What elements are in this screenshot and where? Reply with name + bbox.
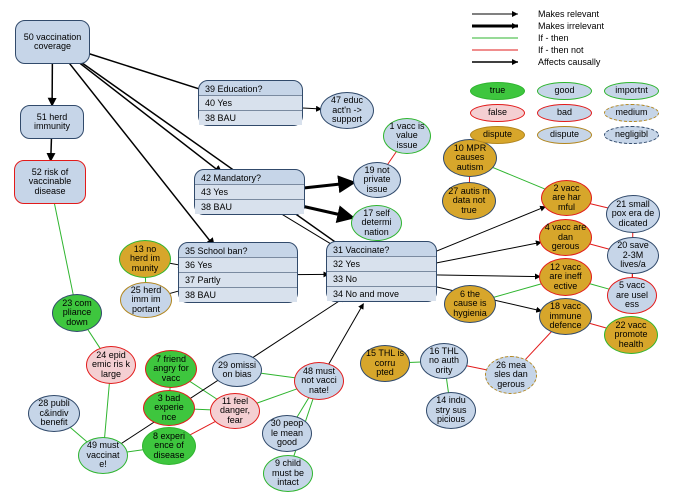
legend-line-label: Makes irrelevant	[538, 21, 604, 31]
edge	[432, 275, 540, 277]
edge	[51, 138, 52, 161]
node-n6: 6 the cause is hygienia	[444, 285, 496, 323]
node-n5: 5 vacc are usel ess	[607, 277, 657, 314]
edge	[70, 427, 88, 442]
group-row: 32 Yes	[327, 256, 436, 271]
node-n2: 2 vacc are har mful	[541, 180, 592, 216]
node-n11: 11 feel danger, fear	[210, 393, 260, 429]
node-n20: 20 save 2-3M lives/a	[607, 237, 659, 274]
edge	[189, 381, 217, 399]
edge	[126, 450, 144, 453]
node-n47: 47 educ act'n -> support	[320, 92, 374, 129]
node-n3: 3 bad experie nce	[143, 390, 195, 426]
group-title: 31 Vaccinate?	[327, 242, 436, 256]
group-g31: 31 Vaccinate?32 Yes33 No34 No and move	[326, 241, 437, 302]
node-n51: 51 herd immunity	[20, 105, 84, 139]
node-n27: 27 autis m data not true	[442, 182, 496, 220]
node-n7: 7 friend angry for vacc	[145, 350, 197, 388]
node-n21: 21 small pox era de dicated	[606, 195, 660, 233]
node-n1: 1 vacc is value issue	[383, 118, 431, 154]
edge	[589, 284, 610, 290]
edge	[329, 304, 364, 365]
edge	[493, 284, 542, 298]
legend-swatch: medium	[604, 104, 659, 122]
node-n19: 19 not private issue	[353, 162, 401, 198]
legend-swatch: importnt	[604, 82, 659, 100]
node-n23: 23 com pliance down	[52, 294, 102, 332]
group-row: 36 Yes	[179, 257, 297, 272]
legend-swatch: bad	[537, 104, 592, 122]
node-n4: 4 vacc are dan gerous	[539, 219, 592, 256]
node-n30: 30 peop le mean good	[262, 415, 312, 452]
group-row: 43 Yes	[195, 184, 304, 199]
group-row: 40 Yes	[199, 95, 302, 110]
legend-swatch: dispute	[470, 126, 525, 144]
edge	[589, 204, 608, 209]
edge	[297, 397, 309, 417]
legend-line-label: If - then	[538, 33, 569, 43]
legend-line-label: Affects causally	[538, 57, 600, 67]
node-n8: 8 experi ence of disease	[142, 427, 196, 465]
node-n22: 22 vacc promote health	[604, 316, 658, 354]
node-n26: 26 mea sles dan gerous	[485, 356, 537, 394]
edge	[299, 182, 355, 188]
node-n15: 15 THL is corru pted	[360, 345, 410, 382]
node-n28: 28 publi c&indiv benefit	[28, 395, 80, 432]
edge	[68, 61, 215, 246]
group-row: 33 No	[327, 271, 436, 286]
edge	[194, 409, 212, 410]
node-n18: 18 vacc immune defence	[539, 298, 592, 335]
group-row: 34 No and move	[327, 286, 436, 301]
legend-swatch: negligibl	[604, 126, 659, 144]
legend-swatch: dispute	[537, 126, 592, 144]
node-n24: 24 epid emic ris k large	[86, 346, 136, 384]
node-n52: 52 risk of vaccinable disease	[14, 160, 86, 204]
group-row: 38 BAU	[199, 110, 302, 125]
group-title: 39 Education?	[199, 81, 302, 95]
edge	[189, 421, 215, 435]
node-n16: 16 THL no auth ority	[420, 343, 468, 379]
legend-swatch: true	[470, 82, 525, 100]
legend-line-label: If - then not	[538, 45, 584, 55]
edge	[589, 244, 610, 250]
group-title: 42 Mandatory?	[195, 170, 304, 184]
legend-swatch: good	[537, 82, 592, 100]
node-n48: 48 must not vacci nate!	[294, 362, 344, 400]
group-row: 38 BAU	[195, 199, 304, 214]
node-n10: 10 MPR causes autism	[443, 139, 497, 177]
node-n49: 49 must vaccinat e!	[78, 437, 128, 474]
edge	[446, 378, 448, 393]
node-n25: 25 herd imm im portant	[120, 282, 172, 318]
edge	[387, 151, 396, 165]
node-n12: 12 vacc are ineff ective	[539, 258, 592, 296]
edge	[54, 203, 73, 295]
node-n9: 9 child must be intact	[263, 455, 313, 492]
group-g39: 39 Education?40 Yes38 BAU	[198, 80, 303, 126]
edge	[256, 389, 297, 404]
node-n17: 17 self determi nation	[351, 205, 402, 241]
edge	[260, 373, 295, 378]
edge	[589, 323, 607, 328]
edge	[466, 366, 487, 370]
edge	[430, 242, 542, 264]
node-n14: 14 indu stry sus picious	[426, 392, 476, 429]
edge	[84, 52, 209, 92]
edge	[525, 331, 552, 360]
edge	[105, 383, 110, 438]
group-g35: 35 School ban?36 Yes37 Partly38 BAU	[178, 242, 298, 303]
group-row: 37 Partly	[179, 272, 297, 287]
group-g42: 42 Mandatory?43 Yes38 BAU	[194, 169, 305, 215]
node-n13: 13 no herd im munity	[119, 240, 171, 278]
node-n29: 29 omissi on bias	[212, 353, 262, 387]
edge	[88, 329, 101, 349]
node-n50: 50 vaccination coverage	[15, 20, 90, 64]
edge	[492, 167, 546, 189]
legend-swatch: false	[470, 104, 525, 122]
group-title: 35 School ban?	[179, 243, 297, 257]
legend-line-label: Makes relevant	[538, 9, 599, 19]
diagram-canvas: { "canvas":{"w":700,"h":503,"bg":"#fffff…	[0, 0, 700, 503]
group-row: 38 BAU	[179, 287, 297, 302]
